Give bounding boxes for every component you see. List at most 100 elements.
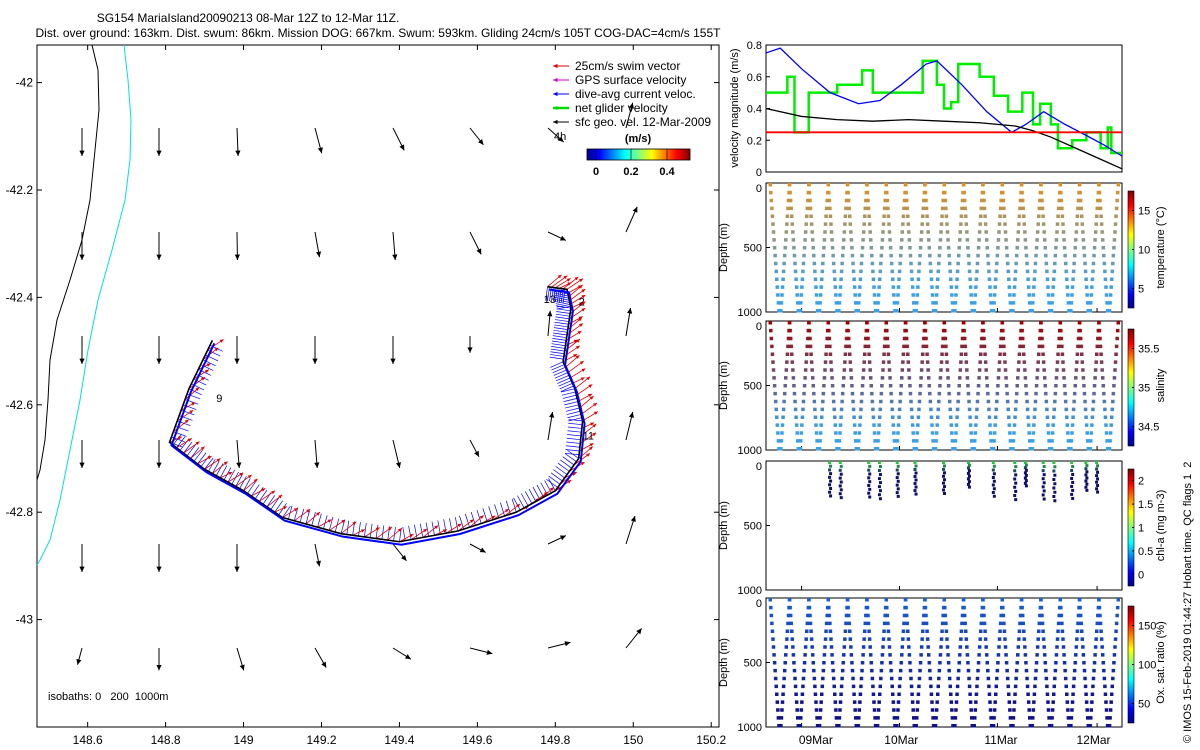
profile-point <box>787 598 792 602</box>
profile-point <box>1040 621 1045 626</box>
profile-point <box>945 645 950 649</box>
profile-point <box>947 391 951 396</box>
profile-point <box>991 475 995 479</box>
profile-point <box>959 629 964 633</box>
profile-point <box>853 293 857 297</box>
profile-point <box>808 344 813 349</box>
profile-point <box>950 293 954 297</box>
current-vector <box>550 472 563 482</box>
profile-point <box>992 716 996 720</box>
profile-point <box>1034 391 1038 396</box>
profile-point <box>931 716 935 720</box>
salinity-colorbar-tick-label: 34.5 <box>1138 422 1159 434</box>
profile-point <box>944 206 948 211</box>
profile-point <box>1085 482 1089 486</box>
profile-point <box>1002 344 1006 349</box>
temperature-colorbar-tick-label: 10 <box>1138 245 1150 257</box>
profile-point <box>1112 376 1117 380</box>
profile-point <box>957 246 961 250</box>
profile-point <box>1052 477 1056 481</box>
profile-point <box>1083 261 1087 266</box>
profile-point <box>979 206 984 211</box>
profile-point <box>943 336 948 341</box>
profile-point <box>804 222 808 226</box>
profile-point <box>1042 473 1046 477</box>
profile-point <box>1096 198 1100 203</box>
salinity-frame <box>765 320 1123 451</box>
profile-point <box>942 481 945 485</box>
profile-point <box>780 431 784 435</box>
profile-point <box>974 692 979 696</box>
profile-point <box>1031 301 1035 305</box>
geo-vector-head <box>79 462 85 468</box>
profile-point <box>1001 190 1005 195</box>
profile-point <box>913 482 917 486</box>
profile-point <box>925 629 929 633</box>
geo-vector-head <box>79 566 85 572</box>
current-vector <box>227 469 236 483</box>
profile-point <box>892 439 897 443</box>
profile-point <box>973 293 978 297</box>
profile-point <box>986 261 991 266</box>
swim-vector-head <box>491 515 496 520</box>
profile-point <box>786 336 791 341</box>
profile-point <box>1003 645 1008 649</box>
profile-point <box>859 269 863 274</box>
profile-point <box>1024 661 1028 665</box>
profile-point <box>955 684 960 689</box>
profile-point <box>1059 336 1064 341</box>
profile-point <box>1076 206 1080 211</box>
profile-point <box>916 277 921 281</box>
profile-point <box>818 301 822 305</box>
profile-point <box>964 222 969 226</box>
profile-point <box>910 277 914 281</box>
swim-vector-head <box>592 423 597 428</box>
profile-point <box>1111 399 1115 404</box>
profile-point <box>827 198 832 203</box>
profile-point <box>858 423 862 427</box>
profile-point <box>907 376 912 380</box>
profile-point <box>917 261 922 266</box>
profile-point <box>839 480 843 484</box>
profile-point <box>846 605 850 610</box>
profile-point <box>911 431 915 435</box>
profile-point <box>1027 431 1031 435</box>
profile-point <box>966 384 970 388</box>
swim-vector-head <box>228 472 233 476</box>
profile-point <box>792 253 797 258</box>
profile-point <box>981 598 985 602</box>
profile-point <box>1074 653 1078 657</box>
profile-point <box>938 246 942 250</box>
profile-point <box>972 309 976 313</box>
profile-point <box>927 661 932 665</box>
profile-point <box>859 684 863 689</box>
profile-point <box>860 661 865 665</box>
profile-point <box>828 621 832 626</box>
current-vector <box>565 407 580 412</box>
geo-vector-head <box>79 150 85 156</box>
profile-point <box>866 198 870 203</box>
profile-point <box>982 613 986 618</box>
profile-point <box>1053 261 1057 266</box>
profile-point <box>839 464 843 468</box>
profile-point <box>785 360 789 364</box>
profile-point <box>1084 285 1089 289</box>
profile-point <box>1075 214 1080 218</box>
swim-vector-head <box>434 525 439 530</box>
profile-point <box>1072 391 1077 396</box>
profile-point <box>869 246 874 250</box>
geo-vector-head <box>79 254 85 260</box>
profile-point <box>771 230 776 234</box>
profile-point <box>973 439 977 443</box>
profile-point <box>868 480 872 484</box>
profile-point <box>991 724 996 728</box>
profile-point <box>838 293 842 297</box>
profile-point <box>1090 423 1094 427</box>
profile-point <box>970 309 975 313</box>
profile-point <box>842 238 846 242</box>
swim-vector-head <box>587 393 592 398</box>
profile-point <box>914 447 918 451</box>
profile-point <box>983 222 988 226</box>
profile-point <box>1091 684 1095 689</box>
profile-point <box>802 384 807 388</box>
